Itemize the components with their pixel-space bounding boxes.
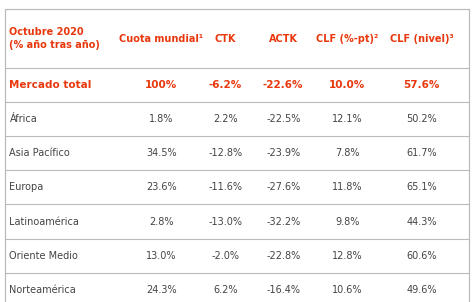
Text: 7.8%: 7.8% — [335, 148, 359, 158]
Text: ACTK: ACTK — [269, 34, 298, 43]
FancyBboxPatch shape — [5, 9, 469, 302]
Text: Norteamérica: Norteamérica — [9, 285, 76, 295]
Text: 6.2%: 6.2% — [213, 285, 237, 295]
Text: 13.0%: 13.0% — [146, 251, 176, 261]
Text: 23.6%: 23.6% — [146, 182, 176, 192]
Text: 12.8%: 12.8% — [332, 251, 363, 261]
Text: 49.6%: 49.6% — [407, 285, 437, 295]
Text: 65.1%: 65.1% — [407, 182, 437, 192]
Text: CLF (%-pt)²: CLF (%-pt)² — [316, 34, 378, 43]
Text: Cuota mundial¹: Cuota mundial¹ — [119, 34, 203, 43]
Text: 10.0%: 10.0% — [329, 80, 365, 90]
Text: África: África — [9, 114, 37, 124]
Text: Oriente Medio: Oriente Medio — [9, 251, 78, 261]
Text: 10.6%: 10.6% — [332, 285, 363, 295]
Text: Mercado total: Mercado total — [9, 80, 92, 90]
Text: 1.8%: 1.8% — [149, 114, 173, 124]
Text: 9.8%: 9.8% — [335, 217, 359, 226]
Text: Octubre 2020
(% año tras año): Octubre 2020 (% año tras año) — [9, 27, 100, 50]
Text: Latinoamérica: Latinoamérica — [9, 217, 79, 226]
Text: -2.0%: -2.0% — [211, 251, 239, 261]
Text: CTK: CTK — [214, 34, 236, 43]
Text: -13.0%: -13.0% — [208, 217, 242, 226]
Text: -32.2%: -32.2% — [266, 217, 301, 226]
Text: Europa: Europa — [9, 182, 44, 192]
Text: -22.8%: -22.8% — [266, 251, 301, 261]
Text: Asia Pacífico: Asia Pacífico — [9, 148, 70, 158]
Text: 44.3%: 44.3% — [407, 217, 437, 226]
Text: 57.6%: 57.6% — [404, 80, 440, 90]
Text: 2.2%: 2.2% — [213, 114, 237, 124]
Text: -6.2%: -6.2% — [209, 80, 242, 90]
Text: 100%: 100% — [145, 80, 177, 90]
Text: CLF (nivel)³: CLF (nivel)³ — [390, 34, 454, 43]
Text: -27.6%: -27.6% — [266, 182, 301, 192]
Text: -22.6%: -22.6% — [263, 80, 303, 90]
Text: 34.5%: 34.5% — [146, 148, 176, 158]
Text: 50.2%: 50.2% — [407, 114, 437, 124]
Text: 60.6%: 60.6% — [407, 251, 437, 261]
Text: -22.5%: -22.5% — [266, 114, 301, 124]
Text: 11.8%: 11.8% — [332, 182, 363, 192]
Text: -11.6%: -11.6% — [208, 182, 242, 192]
Text: 12.1%: 12.1% — [332, 114, 363, 124]
Text: 2.8%: 2.8% — [149, 217, 173, 226]
Text: -23.9%: -23.9% — [266, 148, 300, 158]
Text: -16.4%: -16.4% — [266, 285, 300, 295]
Text: 61.7%: 61.7% — [407, 148, 437, 158]
Text: -12.8%: -12.8% — [208, 148, 242, 158]
Text: 24.3%: 24.3% — [146, 285, 176, 295]
